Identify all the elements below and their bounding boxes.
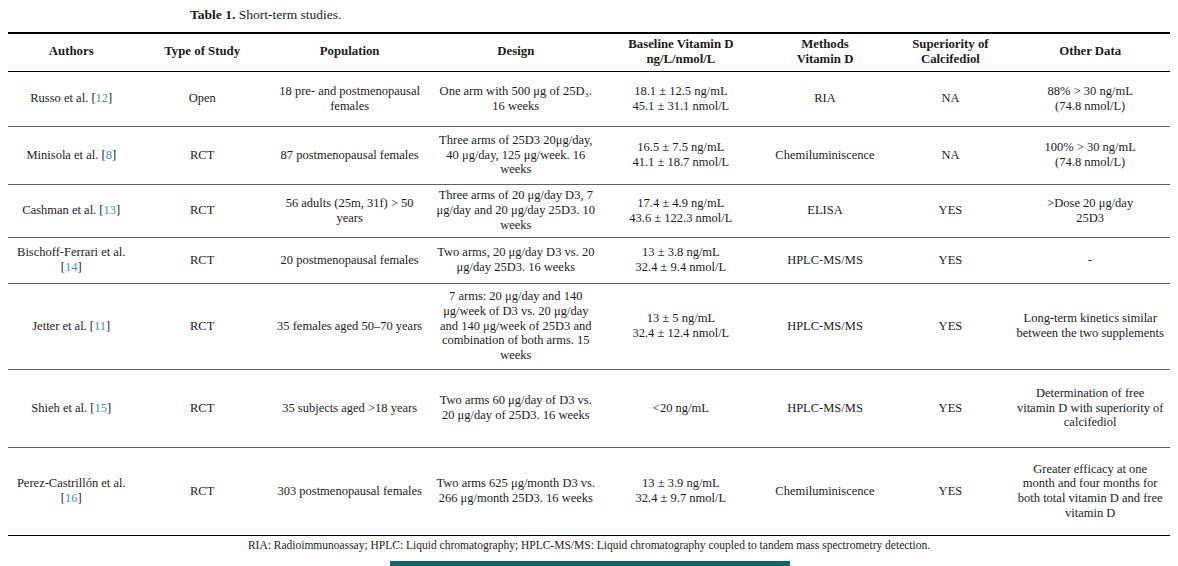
cell-methods: HPLC-MS/MS <box>760 237 891 283</box>
table-row: Russo et al. [12]Open18 pre- and postmen… <box>8 71 1170 126</box>
col-header-baseline: Baseline Vitamin D ng/L/nmol/L <box>602 33 759 71</box>
cell-baseline: 17.4 ± 4.9 ng/mL 43.6 ± 122.3 nmol/L <box>602 184 759 237</box>
cell-other: - <box>1010 237 1170 283</box>
author-name: Russo et al. [ <box>30 91 95 105</box>
cell-design: Two arms 625 μg/month D3 vs. 266 μg/mont… <box>429 447 602 535</box>
cell-methods: HPLC-MS/MS <box>760 369 891 447</box>
citation-link[interactable]: 14 <box>65 260 78 274</box>
caption-label: Table 1. <box>190 7 235 22</box>
cell-population: 303 postmenopausal females <box>270 447 430 535</box>
table-row: Jetter et al. [11]RCT35 females aged 50–… <box>8 283 1170 369</box>
cell-population: 20 postmenopausal females <box>270 237 430 283</box>
cell-superiority: YES <box>890 237 1010 283</box>
cell-other: Long-term kinetics similar between the t… <box>1010 283 1170 369</box>
citation-bracket: ] <box>112 148 116 162</box>
table-row: Minisola et al. [8]RCT87 postmenopausal … <box>8 126 1170 184</box>
citation-link[interactable]: 12 <box>96 91 109 105</box>
table-row: Bischoff-Ferrari et al. [14]RCT20 postme… <box>8 237 1170 283</box>
cell-authors: Bischoff-Ferrari et al. [14] <box>8 237 135 283</box>
cell-design: Two arms, 20 μg/day D3 vs. 20 μg/day 25D… <box>429 237 602 283</box>
author-name: Jetter et al. [ <box>32 319 94 333</box>
cell-superiority: YES <box>890 283 1010 369</box>
col-header-design: Design <box>429 33 602 71</box>
citation-link[interactable]: 16 <box>65 491 78 505</box>
cell-superiority: NA <box>890 71 1010 126</box>
cell-methods: HPLC-MS/MS <box>760 283 891 369</box>
col-header-methods: Methods Vitamin D <box>760 33 891 71</box>
header-row: AuthorsType of StudyPopulationDesignBase… <box>8 33 1170 71</box>
cell-baseline: 18.1 ± 12.5 ng/mL 45.1 ± 31.1 nmol/L <box>602 71 759 126</box>
table-header: AuthorsType of StudyPopulationDesignBase… <box>8 33 1170 71</box>
cell-superiority: YES <box>890 184 1010 237</box>
caption-text: Short-term studies. <box>235 7 341 22</box>
cell-other: >Dose 20 μg/day 25D3 <box>1010 184 1170 237</box>
cell-superiority: NA <box>890 126 1010 184</box>
cell-type: RCT <box>135 369 270 447</box>
citation-link[interactable]: 13 <box>104 203 117 217</box>
cell-type: RCT <box>135 237 270 283</box>
cell-design: One arm with 500 μg of 25D₃. 16 weeks <box>429 71 602 126</box>
cell-other: Determination of free vitamin D with sup… <box>1010 369 1170 447</box>
table-footnote: RIA: Radioimmunoassay; HPLC: Liquid chro… <box>0 539 1178 551</box>
bottom-accent-bar <box>390 561 790 566</box>
cell-design: Two arms 60 μg/day of D3 vs. 20 μg/day o… <box>429 369 602 447</box>
cell-population: 56 adults (25m, 31f) > 50 years <box>270 184 430 237</box>
citation-bracket: ] <box>107 401 111 415</box>
cell-methods: RIA <box>760 71 891 126</box>
cell-baseline: 13 ± 5 ng/mL 32.4 ± 12.4 nmol/L <box>602 283 759 369</box>
citation-bracket: ] <box>106 319 110 333</box>
citation-bracket: ] <box>78 491 82 505</box>
cell-authors: Russo et al. [12] <box>8 71 135 126</box>
cell-authors: Jetter et al. [11] <box>8 283 135 369</box>
cell-superiority: YES <box>890 369 1010 447</box>
cell-authors: Minisola et al. [8] <box>8 126 135 184</box>
cell-superiority: YES <box>890 447 1010 535</box>
cell-methods: Chemiluminiscence <box>760 447 891 535</box>
cell-baseline: 16.5 ± 7.5 ng/mL 41.1 ± 18.7 nmol/L <box>602 126 759 184</box>
col-header-superiority: Superiority of Calcifediol <box>890 33 1010 71</box>
citation-bracket: ] <box>78 260 82 274</box>
cell-type: RCT <box>135 184 270 237</box>
citation-bracket: ] <box>108 91 112 105</box>
citation-link[interactable]: 15 <box>95 401 108 415</box>
cell-type: RCT <box>135 126 270 184</box>
cell-type: RCT <box>135 447 270 535</box>
cell-other: 88% > 30 ng/mL (74.8 nmol/L) <box>1010 71 1170 126</box>
col-header-population: Population <box>270 33 430 71</box>
cell-population: 35 females aged 50–70 years <box>270 283 430 369</box>
cell-other: Greater efficacy at one month and four m… <box>1010 447 1170 535</box>
cell-population: 87 postmenopausal females <box>270 126 430 184</box>
cell-baseline: 13 ± 3.8 ng/mL 32.4 ± 9.4 nmol/L <box>602 237 759 283</box>
cell-type: Open <box>135 71 270 126</box>
cell-population: 18 pre- and postmenopausal females <box>270 71 430 126</box>
document-page: Table 1. Short-term studies. AuthorsType… <box>0 0 1178 566</box>
author-name: Shieh et al. [ <box>31 401 94 415</box>
author-name: Cashman et al. [ <box>22 203 103 217</box>
cell-authors: Perez-Castrillón et al. [16] <box>8 447 135 535</box>
cell-design: Three arms of 20 μg/day D3, 7 μg/day and… <box>429 184 602 237</box>
cell-methods: Chemiluminiscence <box>760 126 891 184</box>
cell-population: 35 subjects aged >18 years <box>270 369 430 447</box>
col-header-authors: Authors <box>8 33 135 71</box>
table-row: Perez-Castrillón et al. [16]RCT303 postm… <box>8 447 1170 535</box>
cell-authors: Cashman et al. [13] <box>8 184 135 237</box>
col-header-other: Other Data <box>1010 33 1170 71</box>
cell-methods: ELISA <box>760 184 891 237</box>
cell-authors: Shieh et al. [15] <box>8 369 135 447</box>
table-row: Cashman et al. [13]RCT56 adults (25m, 31… <box>8 184 1170 237</box>
cell-baseline: <20 ng/mL <box>602 369 759 447</box>
citation-link[interactable]: 11 <box>94 319 106 333</box>
short-term-studies-table: AuthorsType of StudyPopulationDesignBase… <box>8 32 1170 536</box>
author-name: Minisola et al. [ <box>26 148 105 162</box>
cell-type: RCT <box>135 283 270 369</box>
table-row: Shieh et al. [15]RCT35 subjects aged >18… <box>8 369 1170 447</box>
citation-bracket: ] <box>116 203 120 217</box>
cell-design: Three arms of 25D3 20μg/day, 40 μg/day, … <box>429 126 602 184</box>
cell-other: 100% > 30 ng/mL (74.8 nmol/L) <box>1010 126 1170 184</box>
cell-design: 7 arms: 20 μg/day and 140 μg/week of D3 … <box>429 283 602 369</box>
table-caption: Table 1. Short-term studies. <box>0 0 1178 32</box>
table-body: Russo et al. [12]Open18 pre- and postmen… <box>8 71 1170 535</box>
cell-baseline: 13 ± 3.9 ng/mL 32.4 ± 9.7 nmol/L <box>602 447 759 535</box>
col-header-type: Type of Study <box>135 33 270 71</box>
